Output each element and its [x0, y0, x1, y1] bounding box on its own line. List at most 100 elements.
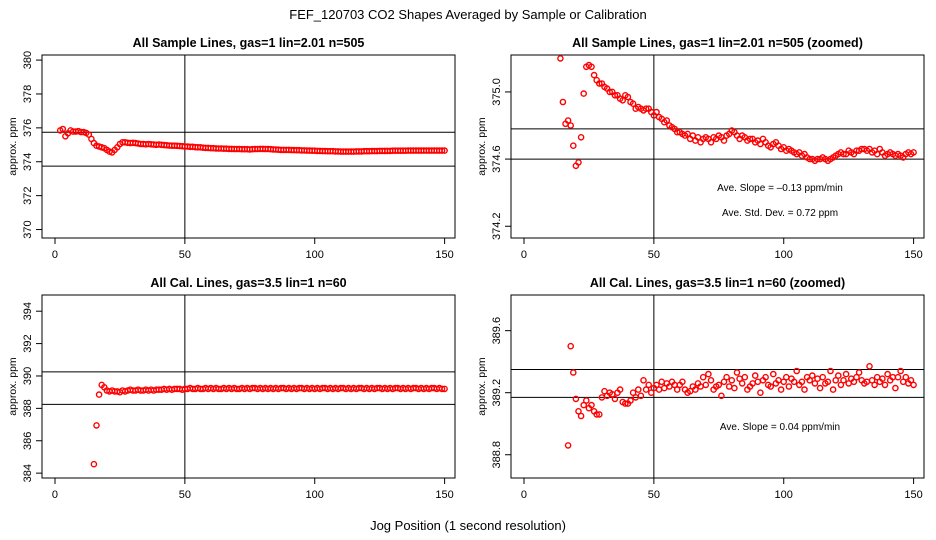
data-point — [588, 63, 595, 71]
data-point — [567, 122, 575, 129]
data-point — [577, 412, 585, 420]
data-point — [785, 383, 793, 390]
data-point — [723, 373, 730, 381]
data-point — [702, 381, 710, 389]
data-point — [629, 100, 637, 107]
y-tick-label: 376 — [22, 119, 34, 137]
annotation-text: Ave. Slope = –0.13 ppm/min — [717, 183, 843, 194]
data-point — [564, 442, 572, 449]
data-point — [842, 370, 850, 378]
y-tick-label: 394 — [22, 302, 34, 320]
plot-frame — [510, 294, 925, 479]
data-point — [577, 133, 585, 141]
data-point — [853, 373, 860, 381]
data-point — [897, 367, 904, 375]
data-point — [673, 386, 681, 393]
y-tick-label: 370 — [22, 220, 34, 238]
data-point — [718, 392, 725, 400]
data-point — [910, 381, 917, 389]
data-point — [642, 105, 650, 112]
data-point — [583, 397, 590, 404]
data-point — [590, 71, 598, 79]
panel-title: All Sample Lines, gas=1 lin=2.01 n=505 (… — [572, 36, 863, 50]
data-point — [855, 369, 863, 376]
x-tick-label: 100 — [775, 489, 793, 501]
data-point — [715, 381, 723, 389]
data-point — [824, 378, 832, 386]
data-point — [731, 384, 738, 392]
y-tick-label: 378 — [22, 85, 34, 103]
data-point — [707, 376, 715, 384]
data-point — [441, 147, 448, 154]
data-point — [770, 370, 777, 378]
data-point — [642, 386, 650, 393]
data-point — [653, 381, 660, 389]
data-point — [588, 401, 595, 409]
data-point — [762, 373, 769, 381]
data-point — [816, 384, 824, 392]
data-point — [757, 389, 764, 397]
data-point — [622, 400, 629, 407]
data-point — [783, 373, 790, 381]
data-point — [790, 378, 798, 386]
data-point — [679, 378, 686, 386]
panel-title: All Sample Lines, gas=1 lin=2.01 n=505 — [133, 36, 365, 50]
figure-x-label: Jog Position (1 second resolution) — [370, 518, 566, 533]
data-point — [793, 367, 801, 375]
x-tick-label: 50 — [648, 489, 660, 501]
data-point — [640, 376, 647, 384]
data-point — [827, 367, 834, 375]
data-point — [90, 460, 98, 468]
data-point — [811, 380, 819, 387]
y-tick-label: 388.8 — [491, 441, 503, 469]
data-point — [835, 372, 842, 379]
chart-panel-1: All Sample Lines, gas=1 lin=2.01 n=505 0 5… — [7, 36, 456, 261]
x-tick-label: 150 — [904, 489, 922, 501]
data-point — [707, 138, 715, 146]
data-point — [572, 395, 580, 403]
y-axis-label: approx. ppm — [476, 117, 488, 176]
data-point — [840, 376, 847, 384]
data-point — [559, 98, 567, 106]
y-tick-label: 390 — [22, 367, 34, 385]
x-tick-label: 150 — [435, 249, 453, 261]
x-tick-label: 0 — [521, 249, 527, 261]
y-tick-label: 372 — [22, 186, 34, 204]
y-tick-label: 386 — [22, 432, 34, 450]
data-point — [801, 386, 808, 393]
data-point — [593, 411, 601, 418]
data-point — [894, 373, 902, 381]
data-point — [655, 386, 663, 393]
data-point — [438, 147, 446, 154]
y-tick-label: 389.6 — [491, 317, 503, 345]
data-point — [441, 385, 448, 393]
x-tick-label: 150 — [904, 249, 922, 261]
data-point — [879, 375, 886, 383]
data-point — [596, 411, 603, 418]
data-point — [741, 373, 749, 381]
data-point — [611, 92, 619, 99]
plot-frame — [41, 54, 456, 239]
data-point — [575, 159, 582, 166]
y-tick-label: 375.0 — [491, 78, 503, 106]
data-point — [663, 117, 671, 124]
data-point — [606, 88, 614, 96]
data-point — [733, 369, 741, 376]
x-tick-label: 50 — [179, 489, 191, 501]
data-point — [866, 362, 873, 370]
data-point — [438, 385, 446, 393]
x-tick-label: 150 — [435, 489, 453, 501]
x-tick-label: 100 — [775, 249, 793, 261]
data-point — [840, 150, 847, 158]
x-tick-label: 100 — [306, 489, 324, 501]
plot-frame — [41, 294, 456, 479]
data-point — [720, 137, 728, 144]
y-tick-label: 374.6 — [491, 145, 503, 173]
data-point — [692, 386, 699, 393]
panel-title: All Cal. Lines, gas=3.5 lin=1 n=60 — [150, 276, 346, 290]
data-point — [881, 381, 889, 389]
y-tick-label: 380 — [22, 51, 34, 69]
plot-frame — [510, 54, 925, 239]
data-point — [705, 370, 712, 378]
